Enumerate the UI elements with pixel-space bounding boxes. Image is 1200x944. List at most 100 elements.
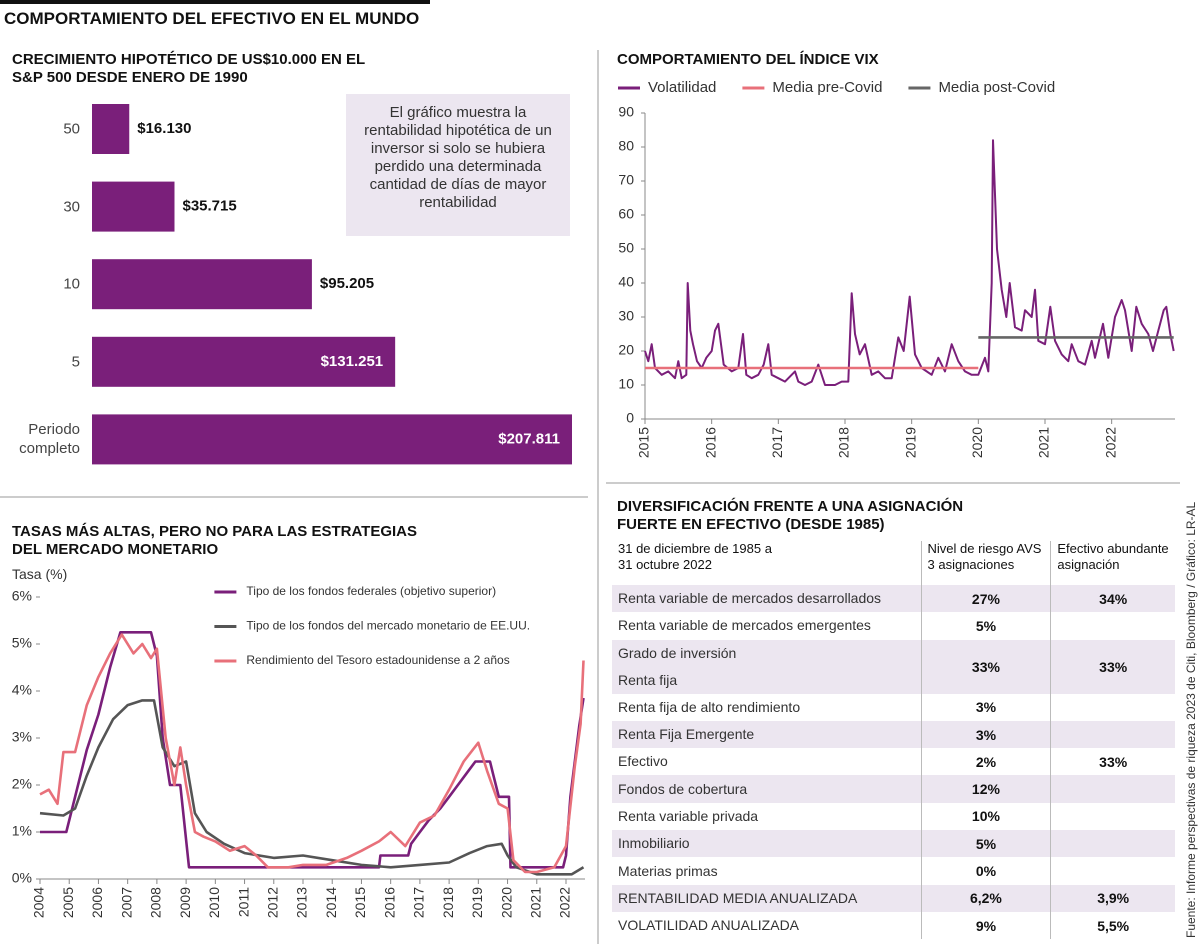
x-tick-label: 2010	[206, 887, 222, 918]
category-label: 30	[63, 198, 80, 216]
table-row: Fondos de cobertura 12%	[612, 775, 1175, 803]
y-tick-label: 20	[618, 342, 634, 358]
x-tick-label: 2022	[1102, 427, 1118, 458]
table-row: VOLATILIDAD ANUALIZADA 9% 5,5%	[612, 911, 1175, 940]
header-line: 31 octubre 2022	[618, 557, 712, 572]
category-label: Periodo completo	[19, 421, 80, 458]
table-cell: Fondos de cobertura	[612, 775, 922, 803]
source: Fuente: Informe perspectivas de riqueza …	[1184, 501, 1198, 938]
row-label: Renta fija de alto rendimiento	[618, 698, 801, 715]
x-tick-label: 2018	[440, 887, 456, 918]
table-row: Inmobiliario 5%	[612, 830, 1175, 858]
bar	[92, 181, 175, 232]
x-tick-label: 2017	[769, 427, 785, 458]
series-line	[39, 699, 585, 876]
table-cell: 27%	[920, 585, 1051, 613]
y-tick-label: 90	[618, 104, 634, 120]
x-tick-label: 2009	[177, 887, 193, 918]
table-cell: Renta variable de mercados desarrollados	[612, 585, 922, 613]
x-tick-label: 2021	[527, 887, 543, 918]
row-label: Inmobiliario	[618, 835, 690, 852]
table-row: Renta Fija Emergente 3%	[612, 720, 1175, 749]
table-cell: 33%	[920, 639, 1051, 694]
header-line: 31 de diciembre de 1985 a	[618, 541, 772, 556]
category-label: 50	[63, 120, 80, 138]
x-tick-label: 2021	[1036, 427, 1052, 458]
bar	[92, 104, 130, 154]
table: 31 de diciembre de 1985 a 31 octubre 2022…	[612, 541, 1175, 940]
row-label: Efectivo	[618, 753, 668, 770]
table-row: Renta fija de alto rendimiento 3%	[612, 693, 1175, 721]
y-tick-label: 30	[618, 308, 634, 324]
table-cell: 3%	[920, 720, 1051, 749]
table-row: Renta variable privada 10%	[612, 802, 1175, 831]
y-tick-label: 2%	[12, 776, 32, 792]
header-line: Efectivo abundante	[1057, 541, 1169, 556]
header-line: 3 asignaciones	[927, 557, 1015, 572]
row-label: Renta fija	[618, 671, 678, 688]
row-label: Renta variable privada	[618, 807, 759, 824]
table-row: RENTABILIDAD MEDIA ANUALIZADA 6,2% 3,9%	[612, 884, 1175, 912]
table-row: Renta variable de mercados desarrollados…	[612, 585, 1175, 613]
y-tick-label: 80	[618, 138, 634, 154]
table-cell: 0%	[920, 857, 1051, 885]
table-cell: 3,9%	[1050, 884, 1175, 912]
y-tick-label: 70	[618, 172, 634, 188]
x-tick-label: 2006	[89, 887, 105, 918]
table-cell: Materias primas	[612, 857, 921, 884]
value-label: $35.715	[182, 198, 236, 215]
y-tick-label: 0	[626, 410, 634, 426]
table-wrap: 31 de diciembre de 1985 a 31 octubre 2022…	[612, 541, 1175, 940]
x-tick-label: 2019	[469, 887, 485, 918]
page-title: COMPORTAMIENTO DEL EFECTIVO EN EL MUNDO	[4, 9, 420, 28]
x-tick-label: 2008	[148, 887, 164, 918]
series-line	[40, 631, 585, 869]
table-cell: 33%	[1050, 639, 1175, 694]
table-cell: 33%	[1050, 748, 1175, 776]
x-tick-label: 2016	[702, 427, 718, 458]
x-tick-label: 2013	[294, 887, 310, 918]
table-cell: 6,2%	[920, 884, 1051, 912]
legend-label: Media post-Covid	[938, 79, 1055, 96]
table-cell: Inmobiliario	[612, 830, 922, 858]
table-cell: 9%	[920, 911, 1051, 940]
legend-label: Media pre-Covid	[772, 79, 882, 96]
column-header: Efectivo abundante asignación	[1050, 541, 1175, 585]
row-label: Grado de inversión	[618, 644, 737, 661]
table-cell: Renta variable privada	[612, 803, 921, 830]
table-title: DIVERSIFICACIÓN FRENTE A UNA ASIGNACIÓN …	[617, 498, 964, 533]
bar	[92, 259, 312, 310]
x-tick-label: 2015	[352, 887, 368, 918]
table-cell: Grado de inversión Renta fija	[612, 639, 922, 694]
table-cell: 2%	[920, 748, 1051, 776]
series-line	[644, 139, 1175, 386]
column-header: 31 de diciembre de 1985 a 31 octubre 2022	[612, 541, 921, 585]
x-tick-label: 2007	[118, 887, 134, 918]
x-tick-label: 2004	[31, 887, 47, 918]
row-label: Fondos de cobertura	[618, 780, 748, 797]
series-line	[39, 633, 585, 874]
x-tick-label: 2005	[60, 887, 76, 918]
x-tick-label: 2012	[264, 887, 280, 918]
category-label: 10	[63, 275, 80, 293]
chart-title: COMPORTAMIENTO DEL ÍNDICE VIX	[617, 51, 879, 68]
table-cell: 3%	[920, 693, 1051, 721]
table-cell: Renta fija de alto rendimiento	[612, 694, 921, 721]
row-label: RENTABILIDAD MEDIA ANUALIZADA	[618, 889, 858, 906]
column-header: Nivel de riesgo AVS 3 asignaciones	[920, 541, 1051, 585]
row-label: Renta variable de mercados emergentes	[618, 617, 871, 634]
table-header-row: 31 de diciembre de 1985 a 31 octubre 2022…	[612, 541, 1175, 585]
table-row: Renta variable de mercados emergentes 5%	[612, 612, 1175, 640]
table-cell: 5%	[920, 830, 1051, 858]
x-tick-label: 2022	[557, 887, 573, 918]
x-tick-label: 2019	[902, 427, 918, 458]
x-tick-label: 2011	[235, 887, 251, 917]
x-tick-label: 2016	[381, 887, 397, 918]
category-label: 5	[71, 353, 80, 371]
table-cell	[1050, 612, 1175, 640]
table-cell: 12%	[920, 775, 1051, 803]
row-label: Renta variable de mercados desarrollados	[618, 590, 882, 607]
table-cell: 10%	[920, 802, 1051, 831]
